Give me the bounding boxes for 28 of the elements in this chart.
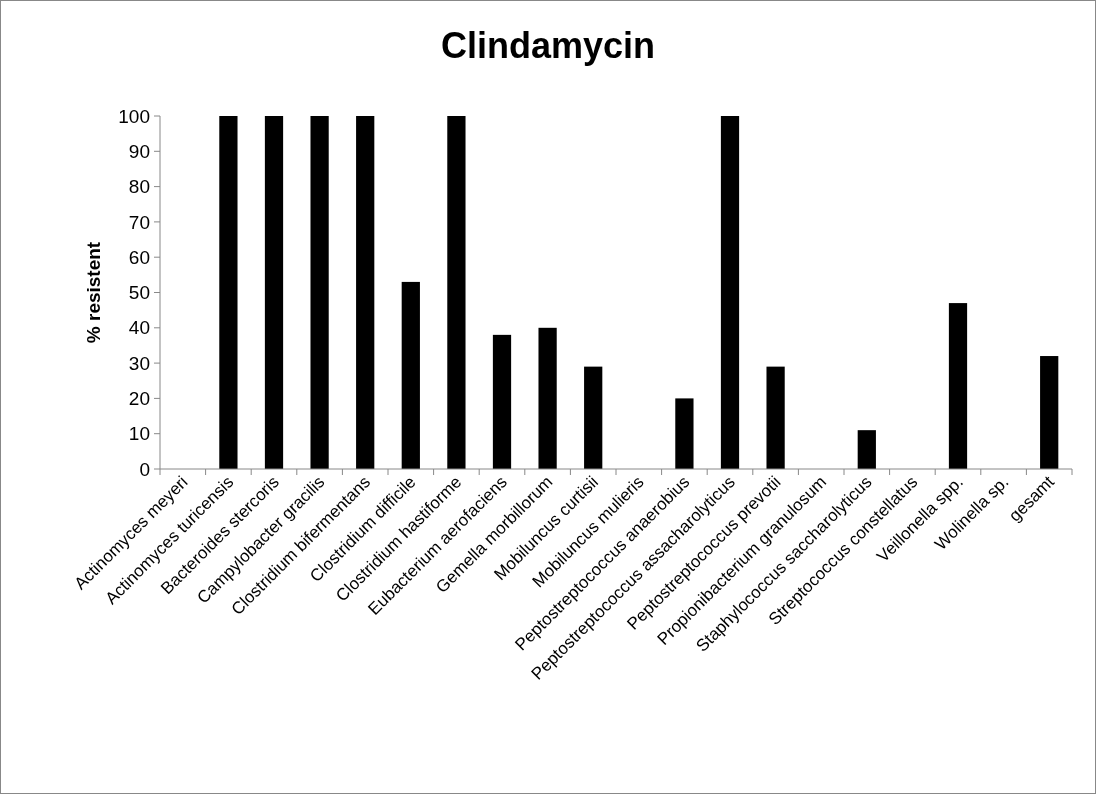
- y-tick-label: 60: [128, 246, 150, 268]
- bar: [447, 116, 466, 469]
- y-tick-label: 20: [128, 388, 150, 410]
- y-tick-label: 50: [128, 282, 150, 304]
- y-tick-label: 10: [128, 423, 150, 445]
- bar: [948, 303, 968, 469]
- bar: [584, 366, 603, 469]
- bar: [1040, 356, 1059, 469]
- bar: [219, 116, 238, 469]
- y-tick-label: 30: [128, 352, 150, 374]
- chart-title: Clindamycin: [440, 25, 656, 66]
- bar: [310, 116, 329, 469]
- y-tick-label: 0: [139, 458, 150, 480]
- y-tick-label: 90: [128, 140, 150, 162]
- bar: [675, 398, 694, 469]
- y-tick-label: 70: [128, 211, 150, 233]
- bar: [538, 327, 557, 469]
- bar: [264, 116, 284, 469]
- bar: [356, 116, 375, 469]
- y-tick-label: 40: [128, 317, 150, 339]
- bar: [401, 281, 420, 469]
- y-tick-label: 100: [118, 105, 150, 127]
- bar: [720, 116, 740, 469]
- bar: [766, 366, 785, 469]
- y-tick-label: 80: [128, 176, 150, 198]
- y-axis-title: % resistent: [83, 241, 104, 344]
- bar: [857, 430, 876, 469]
- bar: [492, 334, 512, 469]
